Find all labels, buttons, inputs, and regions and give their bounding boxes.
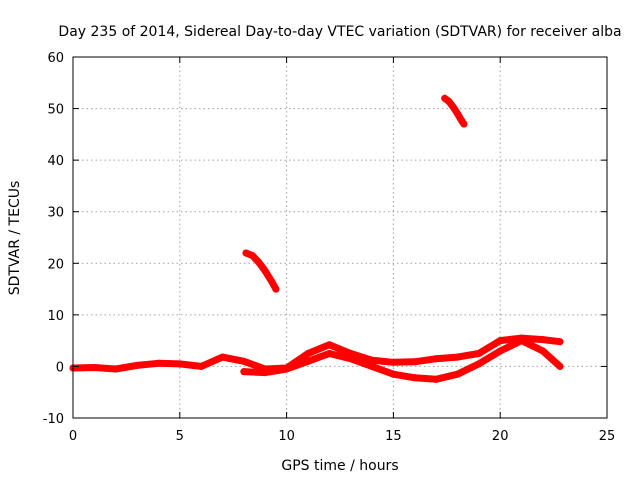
y-tick-label: 30	[47, 206, 64, 221]
data-point	[449, 103, 457, 111]
series-line-2	[240, 337, 564, 383]
x-tick-label: 0	[69, 429, 77, 444]
data-point	[411, 374, 419, 382]
data-point	[248, 252, 256, 259]
data-point	[432, 375, 440, 383]
y-tick-label: 20	[47, 257, 64, 272]
data-point	[432, 355, 440, 363]
plot-border	[72, 56, 608, 419]
x-tick-label: 15	[385, 429, 402, 444]
data-point	[389, 358, 397, 366]
x-axis-label: GPS time / hours	[281, 458, 398, 474]
data-point	[154, 359, 162, 367]
series-layer	[69, 94, 564, 383]
x-tick-label: 20	[492, 429, 509, 444]
data-point	[325, 341, 333, 349]
grid	[73, 57, 607, 418]
data-point	[261, 267, 269, 275]
data-point	[389, 370, 397, 378]
data-point	[368, 362, 376, 370]
y-tick-label: -10	[43, 412, 64, 427]
data-point	[454, 353, 461, 361]
x-tick-label: 25	[599, 429, 616, 444]
data-point	[460, 120, 468, 128]
data-point	[539, 347, 547, 355]
data-point	[454, 370, 461, 378]
data-point	[112, 365, 120, 373]
data-point	[133, 361, 141, 369]
data-point	[90, 364, 98, 371]
series-line-1	[69, 334, 564, 373]
data-point	[539, 336, 547, 344]
x-tick-label: 5	[176, 429, 184, 444]
y-tick-label: 50	[47, 103, 64, 118]
data-point	[176, 360, 184, 368]
y-tick-label: 60	[47, 51, 64, 66]
ticks: 0 5 10 15 20 25 -10 0 10 20 30 40 50 60	[43, 51, 616, 444]
data-point	[240, 357, 248, 365]
y-tick-label: 40	[47, 154, 64, 169]
data-point	[445, 97, 453, 105]
data-point	[347, 355, 355, 363]
data-point	[197, 362, 205, 370]
data-point	[454, 110, 461, 118]
chart-title: Day 235 of 2014, Sidereal Day-to-day VTE…	[58, 24, 621, 40]
data-point	[261, 369, 269, 377]
data-point	[268, 277, 276, 285]
data-point	[304, 350, 312, 357]
data-point	[272, 285, 280, 293]
data-point	[255, 258, 263, 266]
data-point	[496, 337, 504, 345]
y-tick-label: 0	[56, 360, 64, 375]
y-tick-label: 10	[47, 309, 64, 324]
x-tick-label: 10	[278, 429, 295, 444]
data-point	[283, 365, 291, 373]
data-point	[496, 347, 504, 355]
data-point	[475, 360, 483, 368]
data-point	[518, 337, 526, 345]
data-point	[219, 353, 226, 361]
data-point	[556, 362, 564, 370]
data-point	[242, 249, 250, 257]
y-axis-label: SDTVAR / TECUs	[7, 181, 23, 296]
data-point	[325, 350, 333, 357]
data-point	[240, 368, 248, 376]
data-point	[556, 338, 564, 346]
data-point	[411, 358, 419, 366]
data-point	[475, 350, 483, 357]
data-point	[368, 356, 376, 364]
data-point	[304, 357, 312, 365]
